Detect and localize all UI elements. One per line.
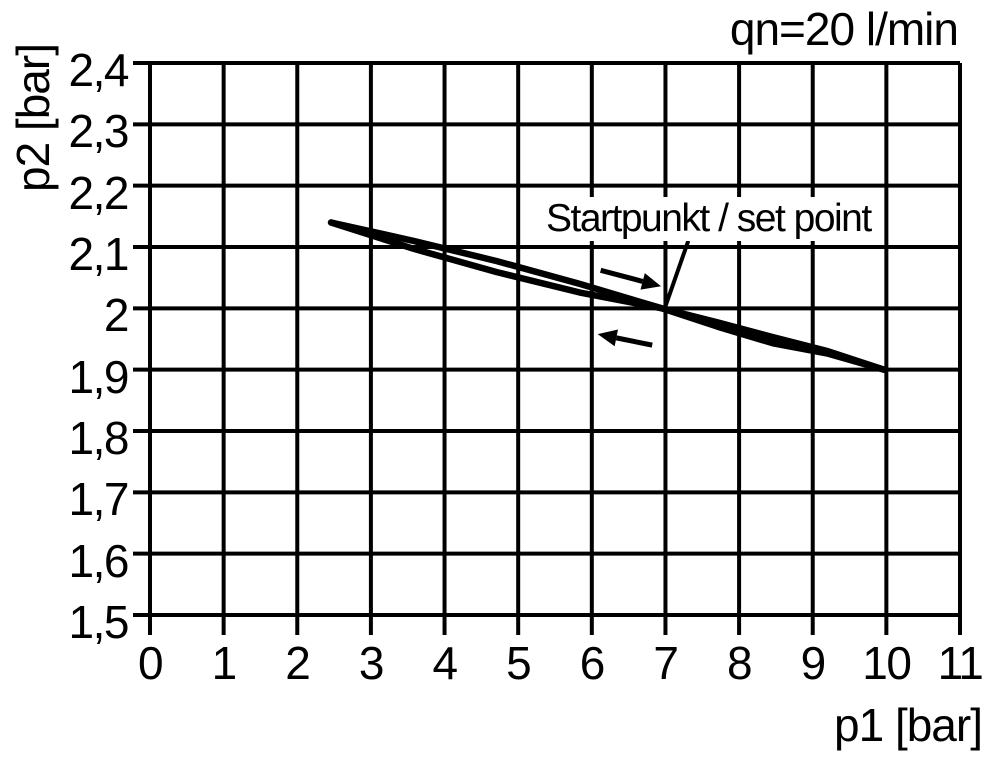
y-tick-label: 2	[103, 289, 130, 342]
x-tick-label: 8	[727, 637, 753, 689]
y-tick-label: 2,2	[68, 166, 130, 219]
flow-rate-title: qn=20 l/min	[729, 3, 959, 55]
x-tick-label: 2	[285, 637, 311, 689]
y-tick-label: 2,1	[68, 228, 130, 280]
x-tick-label: 10	[862, 637, 912, 689]
decreasing-p1-arrowhead	[597, 329, 619, 347]
decreasing-p1-arrow-shaft	[615, 335, 653, 348]
setpoint-annotation: Startpunkt / set point	[540, 197, 877, 241]
x-tick-label: 0	[137, 637, 164, 689]
curve-series-1	[327, 219, 888, 373]
increasing-p1-arrow-shaft	[600, 267, 644, 284]
y-tick-label: 1,6	[68, 534, 130, 587]
x-tick-label: 9	[800, 637, 827, 689]
x-tick-label: 4	[432, 637, 458, 689]
increasing-p1-arrowhead	[640, 273, 662, 290]
setpoint-leader-line	[662, 240, 691, 309]
y-axis-label: p2 [bar]	[7, 44, 59, 192]
y-tick-label: 1,5	[68, 596, 130, 648]
x-tick-label: 7	[653, 637, 679, 689]
y-tick-label: 2,4	[68, 44, 130, 96]
y-tick-label: 1,9	[68, 350, 130, 403]
y-tick-label: 2,3	[68, 105, 130, 158]
y-tick-label: 1,7	[68, 473, 130, 526]
x-tick-label: 11	[937, 637, 984, 689]
x-tick-label: 5	[506, 637, 532, 689]
x-tick-label: 1	[211, 637, 238, 689]
x-tick-label: 6	[579, 637, 606, 689]
x-axis-label: p1 [bar]	[834, 699, 983, 751]
y-tick-label: 1,8	[68, 412, 130, 464]
x-tick-label: 3	[358, 637, 385, 689]
